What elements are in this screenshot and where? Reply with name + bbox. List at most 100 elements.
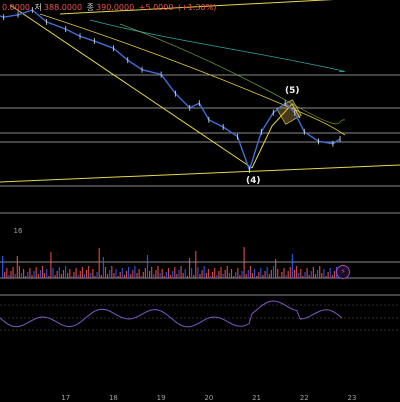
- ma-slow-line: [89, 19, 345, 73]
- volume-bar: [113, 273, 115, 278]
- volume-bar: [329, 268, 331, 278]
- volume-bar: [287, 271, 289, 278]
- lower-channel-line: [0, 164, 400, 183]
- volume-bar: [291, 254, 293, 278]
- volume-bar: [195, 251, 197, 278]
- volume-bar: [52, 268, 54, 278]
- volume-bar: [20, 273, 23, 278]
- volume-bar: [220, 267, 222, 278]
- volume-bar: [81, 267, 83, 278]
- volume-bar: [37, 274, 39, 278]
- volume-bar: [117, 276, 119, 278]
- volume-bar: [115, 269, 117, 278]
- volume-bar: [245, 274, 247, 278]
- volume-bar: [310, 271, 312, 278]
- volume-bar: [96, 272, 98, 278]
- volume-bar: [14, 274, 16, 278]
- volume-bar: [151, 267, 153, 278]
- volume-bar: [8, 275, 10, 278]
- change-percent: (+1.30%): [177, 3, 217, 12]
- volume-bar: [161, 269, 163, 278]
- time-axis-tick: 19: [156, 394, 166, 402]
- upper-channel-line: [59, 0, 334, 15]
- time-axis-tick: 21: [252, 394, 262, 402]
- volume-bar: [209, 276, 212, 278]
- wave-5-path: [251, 103, 301, 169]
- volume-bar: [262, 275, 264, 278]
- volume-bar: [331, 275, 333, 278]
- volume-bar: [149, 271, 151, 278]
- volume-bar: [79, 271, 81, 278]
- wave-3-trendline: [9, 4, 253, 169]
- volume-bar: [270, 270, 272, 278]
- volume-bar: [163, 276, 165, 278]
- oscillator-pane: [0, 300, 343, 328]
- volume-bar: [254, 269, 256, 278]
- volume-bar: [140, 276, 142, 278]
- volume-bar: [98, 248, 100, 278]
- volume-bar: [100, 275, 102, 278]
- volume-bar: [18, 266, 20, 278]
- volume-bar: [260, 268, 262, 278]
- volume-bar: [27, 272, 29, 278]
- volume-bar: [321, 273, 323, 278]
- volume-bar: [10, 271, 12, 278]
- ohlc-legend: 0.0000 저 388.0000 종 390.0000 +5.0000 (+1.3…: [2, 2, 218, 13]
- volume-bar: [136, 273, 138, 278]
- volume-bar: [25, 276, 27, 278]
- volume-bar: [92, 269, 94, 278]
- volume-bar: [69, 269, 71, 278]
- ma-mid-line: [119, 23, 346, 125]
- volume-bar: [144, 268, 146, 278]
- volume-bar: [23, 269, 25, 278]
- volume-bar: [73, 272, 75, 278]
- volume-bar: [71, 276, 73, 278]
- volume-bar: [293, 270, 296, 278]
- moving-averages: [39, 13, 346, 136]
- volume-bar: [218, 271, 220, 278]
- volume-bar: [33, 271, 35, 278]
- volume-bar: [233, 276, 235, 278]
- volume-bar: [258, 272, 260, 278]
- volume-bar: [247, 270, 249, 278]
- volume-bar: [174, 267, 176, 278]
- volume-bar: [188, 258, 191, 278]
- volume-bar: [35, 267, 37, 278]
- volume-bar: [172, 271, 174, 278]
- volume-bar: [216, 275, 218, 278]
- volume-bar: [134, 266, 136, 278]
- low-label: 저: [34, 3, 42, 12]
- lightning-icon[interactable]: ⚡: [336, 265, 350, 279]
- volume-bar: [12, 267, 14, 278]
- volume-bar: [109, 270, 111, 278]
- volume-bar: [256, 276, 258, 278]
- volume-bar: [230, 269, 233, 278]
- volume-bar: [302, 276, 304, 278]
- volume-bar: [44, 273, 46, 278]
- volume-bar: [111, 266, 113, 278]
- volume-bar: [243, 247, 245, 278]
- volume-bar: [205, 273, 207, 278]
- volume-bar: [157, 266, 159, 278]
- time-axis-tick: 23: [347, 394, 357, 402]
- volume-bar: [86, 270, 88, 278]
- volume-bar: [4, 272, 6, 278]
- volume-bar: [75, 268, 77, 278]
- volume-bar: [48, 276, 50, 278]
- volume-bar: [224, 270, 226, 278]
- volume-bar: [277, 269, 279, 278]
- volume-bar: [304, 272, 306, 278]
- volume-bar: [212, 272, 214, 278]
- volume-bar: [128, 267, 130, 278]
- volume-bar: [222, 274, 224, 278]
- volume-bar: [327, 272, 329, 278]
- volume-bar: [178, 270, 180, 278]
- volume-bar: [319, 266, 321, 278]
- volume-bar: [325, 276, 327, 278]
- volume-bar: [241, 271, 243, 278]
- trendlines[interactable]: [0, 0, 400, 183]
- volume-bar: [191, 268, 193, 278]
- volume-bar: [102, 257, 104, 278]
- volume-bar: [272, 266, 275, 278]
